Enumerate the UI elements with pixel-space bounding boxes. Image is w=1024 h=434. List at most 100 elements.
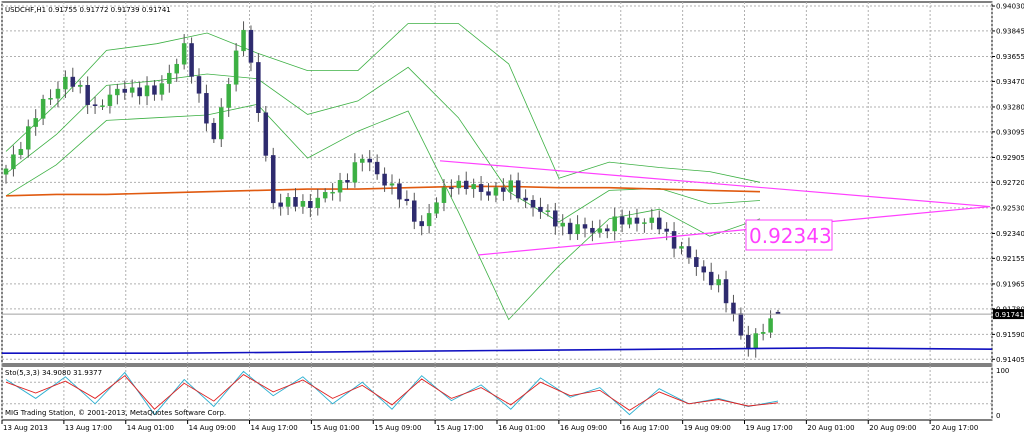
- candle[interactable]: [701, 260, 707, 281]
- candle[interactable]: [315, 188, 321, 216]
- candle[interactable]: [463, 171, 469, 195]
- candle[interactable]: [122, 80, 128, 100]
- candle[interactable]: [204, 84, 209, 132]
- candle[interactable]: [419, 215, 424, 236]
- candle[interactable]: [367, 150, 372, 172]
- candle[interactable]: [33, 109, 38, 136]
- candle[interactable]: [26, 119, 31, 158]
- candle[interactable]: [226, 77, 231, 117]
- candle[interactable]: [478, 176, 484, 201]
- candle[interactable]: [612, 207, 617, 241]
- candle[interactable]: [560, 214, 565, 236]
- candle[interactable]: [493, 182, 499, 203]
- candle[interactable]: [374, 154, 380, 180]
- candle[interactable]: [760, 323, 766, 341]
- candle[interactable]: [627, 210, 632, 229]
- candle[interactable]: [575, 215, 580, 240]
- candle[interactable]: [352, 153, 358, 188]
- candle[interactable]: [196, 68, 202, 103]
- candle[interactable]: [708, 262, 714, 290]
- candle[interactable]: [426, 203, 432, 234]
- candle[interactable]: [77, 80, 83, 94]
- candle[interactable]: [412, 192, 417, 230]
- candle[interactable]: [642, 218, 647, 233]
- candle[interactable]: [270, 147, 276, 210]
- candle[interactable]: [686, 237, 692, 264]
- candle[interactable]: [174, 58, 179, 82]
- candle[interactable]: [181, 34, 187, 70]
- candle[interactable]: [92, 96, 98, 114]
- candle[interactable]: [545, 204, 551, 217]
- price-label-box[interactable]: 0.92343: [745, 219, 833, 251]
- main-panel[interactable]: 0.94030 0.93845 0.93655 0.93470 0.93280 0.930…: [1, 1, 1024, 365]
- candle[interactable]: [671, 222, 677, 258]
- candle[interactable]: [285, 192, 291, 216]
- candle[interactable]: [434, 197, 439, 219]
- candle[interactable]: [137, 81, 142, 105]
- candle[interactable]: [508, 174, 514, 200]
- triangle-pattern[interactable]: [439, 160, 991, 256]
- candle[interactable]: [597, 219, 603, 238]
- candle[interactable]: [144, 76, 150, 106]
- candle[interactable]: [219, 98, 224, 148]
- triangle-upper-line[interactable]: [439, 160, 991, 208]
- candle[interactable]: [605, 224, 610, 239]
- candle[interactable]: [107, 85, 113, 114]
- candle[interactable]: [233, 43, 239, 92]
- candle[interactable]: [63, 70, 68, 98]
- candle[interactable]: [241, 21, 246, 57]
- candle[interactable]: [11, 145, 16, 177]
- candle[interactable]: [18, 141, 24, 160]
- candle[interactable]: [129, 79, 135, 98]
- candle[interactable]: [85, 76, 90, 115]
- candle[interactable]: [152, 80, 157, 101]
- candle[interactable]: [679, 241, 684, 255]
- candle[interactable]: [530, 195, 536, 217]
- candle[interactable]: [3, 164, 9, 184]
- candle[interactable]: [308, 194, 313, 218]
- candle[interactable]: [716, 274, 721, 293]
- candle[interactable]: [115, 83, 120, 105]
- candle[interactable]: [694, 249, 699, 276]
- candle[interactable]: [256, 53, 261, 122]
- candle[interactable]: [582, 217, 588, 238]
- candle[interactable]: [159, 75, 165, 101]
- triangle-lower-line[interactable]: [477, 205, 991, 256]
- candle[interactable]: [293, 188, 298, 212]
- candle[interactable]: [501, 178, 506, 201]
- candle[interactable]: [345, 173, 350, 190]
- candle[interactable]: [337, 172, 343, 202]
- candle[interactable]: [567, 218, 573, 241]
- candle[interactable]: [248, 25, 254, 72]
- candle[interactable]: [40, 94, 46, 126]
- candle[interactable]: [656, 210, 662, 235]
- candle[interactable]: [330, 183, 335, 201]
- candle[interactable]: [322, 188, 328, 203]
- candle[interactable]: [382, 167, 387, 192]
- candle[interactable]: [389, 174, 395, 195]
- candle[interactable]: [167, 64, 172, 93]
- candle[interactable]: [211, 118, 217, 143]
- candle[interactable]: [515, 172, 521, 203]
- candle[interactable]: [723, 270, 729, 313]
- candle[interactable]: [456, 175, 462, 195]
- candle[interactable]: [449, 179, 454, 198]
- candle[interactable]: [619, 209, 625, 233]
- candle[interactable]: [538, 197, 543, 219]
- candle[interactable]: [48, 89, 53, 106]
- candle[interactable]: [649, 208, 655, 230]
- candle[interactable]: [70, 67, 76, 93]
- candles[interactable]: [3, 21, 781, 358]
- candle[interactable]: [404, 190, 410, 206]
- candle[interactable]: [553, 202, 558, 235]
- candle[interactable]: [360, 154, 365, 172]
- candle[interactable]: [523, 189, 528, 209]
- candle[interactable]: [768, 310, 773, 338]
- candle[interactable]: [634, 208, 640, 232]
- candle[interactable]: [397, 178, 402, 208]
- candle[interactable]: [486, 183, 491, 201]
- candle[interactable]: [55, 81, 61, 108]
- candle[interactable]: [471, 178, 476, 198]
- candle[interactable]: [100, 99, 105, 111]
